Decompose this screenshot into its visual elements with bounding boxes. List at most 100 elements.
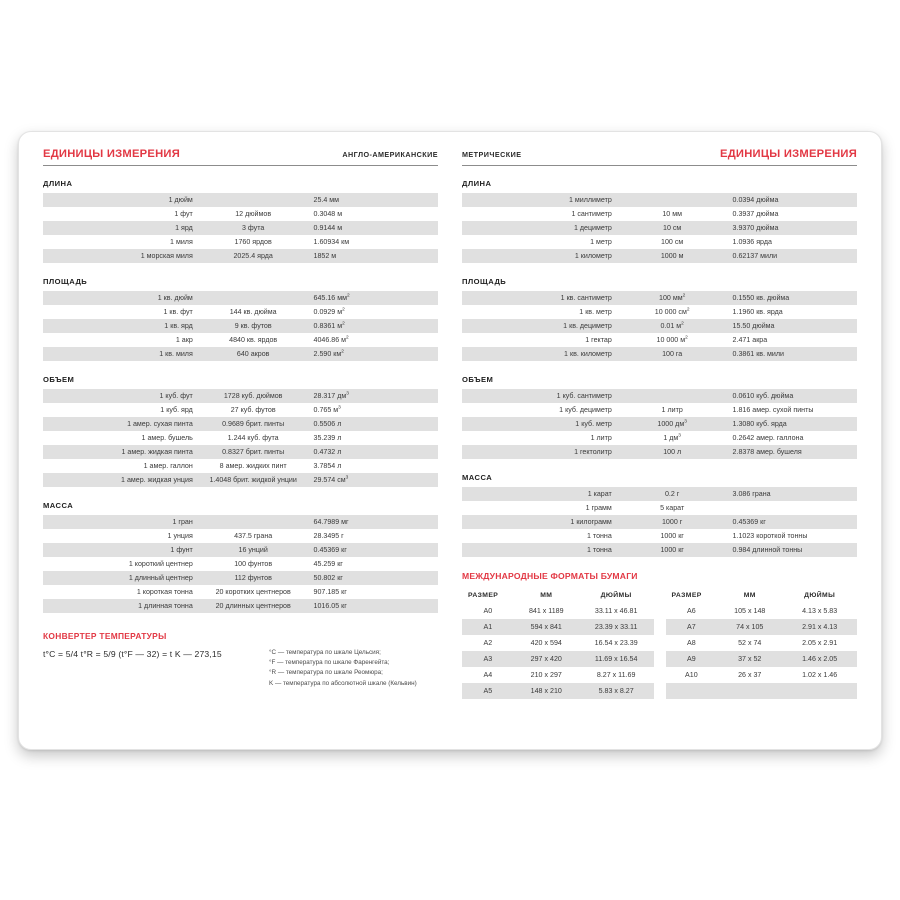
section-title: ОБЪЕМ [462,375,494,384]
conversion-table: 1 кв. сантиметр 100 мм2 0.1550 кв. дюйма 1 … [462,291,857,361]
paper-row: A2 420 x 594 16.54 x 23.39 [462,635,654,651]
section-title: ОБЪЕМ [43,375,75,384]
table-cell: 1 короткая тонна [43,585,199,599]
paper-cell: 841 x 1189 [513,603,579,619]
paper-row: A6 105 x 148 4.13 x 5.83 [665,603,857,619]
table-row: 1 амер. жидкая пинта 0.8327 брит. пинты 0.… [43,445,438,459]
paper-cell: A4 [462,667,514,683]
table-cell: 100 га [617,347,727,361]
table-cell: 28.3495 г [307,529,438,543]
table-row: 1 куб. метр 1000 дм3 1.3080 куб. ярда [462,417,857,431]
table-cell: 0.2642 амер. галлона [726,431,857,445]
paper-cell: 37 x 52 [717,651,783,667]
table-cell: 45.259 кг [307,557,438,571]
table-cell: 645.16 мм2 [307,291,438,305]
table-row: 1 кв. ярд 9 кв. футов 0.8361 м2 [43,319,438,333]
table-cell: 64.7989 мг [307,515,438,529]
table-cell: 1 куб. метр [462,417,618,431]
table-cell: 1 гектолитр [462,445,618,459]
table-cell: 437.5 грана [198,529,308,543]
table-row: 1 унция 437.5 грана 28.3495 г [43,529,438,543]
paper-cell: 148 x 210 [513,683,579,699]
paper-cell [717,683,783,699]
table-cell: 1 кв. ярд [43,319,199,333]
paper-cell: 297 x 420 [513,651,579,667]
table-cell: 3 фута [198,221,308,235]
table-row: 1 гектар 10 000 м2 2.471 акра [462,333,857,347]
table-cell: 15.50 дюйма [726,319,857,333]
table-cell [198,291,308,305]
masthead-subtitle-right: МЕТРИЧЕСКИЕ [462,150,522,159]
table-cell: 5 карат [617,501,727,515]
paper-column-header: ДЮЙМЫ [782,587,857,603]
masthead-right: МЕТРИЧЕСКИЕ ЕДИНИЦЫ ИЗМЕРЕНИЯ [462,148,857,165]
table-cell: 4046.86 м2 [307,333,438,347]
table-cell: 16 унций [198,543,308,557]
table-cell: 1016.05 кг [307,599,438,613]
table-cell: 1 кв. метр [462,305,618,319]
table-cell: 100 фунтов [198,557,308,571]
table-cell: 0.4732 л [307,445,438,459]
paper-cell: 23.39 x 33.11 [578,619,654,635]
table-cell: 1.1960 кв. ярда [726,305,857,319]
paper-row: A3 297 x 420 11.69 x 16.54 [462,651,654,667]
reference-card: ЕДИНИЦЫ ИЗМЕРЕНИЯ АНГЛО-АМЕРИКАНСКИЕ ДЛИ… [18,131,882,750]
table-cell: 0.0394 дюйма [726,193,857,207]
paper-cell: 8.27 x 11.69 [578,667,654,683]
masthead-subtitle-left: АНГЛО-АМЕРИКАНСКИЕ [342,150,438,159]
paper-row: A9 37 x 52 1.46 x 2.05 [665,651,857,667]
section-title: ПЛОЩАДЬ [462,277,507,286]
paper-cell: A0 [462,603,514,619]
table-cell: 1 кв. сантиметр [462,291,618,305]
table-cell: 1000 м [617,249,727,263]
table-cell: 112 фунтов [198,571,308,585]
table-cell: 1.1023 короткой тонны [726,529,857,543]
paper-format-table: РАЗМЕР ММ ДЮЙМЫ A0 841 x 1189 33.11 x 46.81 A1… [462,587,654,699]
table-cell: 2025.4 ярда [198,249,308,263]
table-cell: 1 дюйм [43,193,199,207]
sections-right: ДЛИНА 1 миллиметр 0.0394 дюйма 1 сантиметр 1… [462,179,857,557]
table-cell: 1 карат [462,487,618,501]
table-cell: 0.0929 м2 [307,305,438,319]
table-cell: 0.9144 м [307,221,438,235]
paper-header-row: РАЗМЕР ММ ДЮЙМЫ [665,587,857,603]
paper-cell: A3 [462,651,514,667]
table-row: 1 куб. сантиметр 0.0610 куб. дюйма [462,389,857,403]
temperature-converter: КОНВЕРТЕР ТЕМПЕРАТУРЫ t°C = 5/4 t°R = 5/… [43,631,438,689]
table-row: 1 гектолитр 100 л 2.8378 амер. бушеля [462,445,857,459]
table-row: 1 грамм 5 карат [462,501,857,515]
paper-column-header: ММ [513,587,579,603]
table-row: 1 амер. бушель 1.244 куб. фута 35.239 л [43,431,438,445]
table-cell: 1 длинная тонна [43,599,199,613]
table-row: 1 длинная тонна 20 длинных центнеров 1016.… [43,599,438,613]
table-cell [617,193,727,207]
table-cell: 0.1550 кв. дюйма [726,291,857,305]
paper-formats-block: МЕЖДУНАРОДНЫЕ ФОРМАТЫ БУМАГИ РАЗМЕР ММ ДЮЙ… [462,571,857,699]
table-cell: 1 литр [462,431,618,445]
table-cell: 1.244 куб. фута [198,431,308,445]
table-row: 1 куб. ярд 27 куб. футов 0.765 м3 [43,403,438,417]
paper-row: A7 74 x 105 2.91 x 4.13 [665,619,857,635]
table-cell: 1 сантиметр [462,207,618,221]
table-row: 1 морская миля 2025.4 ярда 1852 м [43,249,438,263]
table-row: 1 карат 0.2 г 3.086 грана [462,487,857,501]
table-row: 1 тонна 1000 кг 0.984 длинной тонны [462,543,857,557]
masthead-rule-left [43,165,438,166]
table-cell [617,389,727,403]
table-cell: 1 дм3 [617,431,727,445]
paper-cell: 420 x 594 [513,635,579,651]
temperature-title: КОНВЕРТЕР ТЕМПЕРАТУРЫ [43,631,167,641]
conversion-table: 1 кв. дюйм 645.16 мм2 1 кв. фут 144 кв. дюй… [43,291,438,361]
table-cell: 10 см [617,221,727,235]
table-row: 1 амер. галлон 8 амер. жидких пинт 3.7854 … [43,459,438,473]
table-cell: 1 дециметр [462,221,618,235]
table-cell: 144 кв. дюйма [198,305,308,319]
table-cell: 100 см [617,235,727,249]
paper-cell: 11.69 x 16.54 [578,651,654,667]
paper-cell: 2.05 x 2.91 [782,635,857,651]
paper-cell: A9 [665,651,718,667]
section-title: ДЛИНА [43,179,73,188]
table-cell [198,515,308,529]
table-row: 1 тонна 1000 кг 1.1023 короткой тонны [462,529,857,543]
temperature-legend: °C — температура по шкале Цельсия; °F — т… [269,648,417,689]
